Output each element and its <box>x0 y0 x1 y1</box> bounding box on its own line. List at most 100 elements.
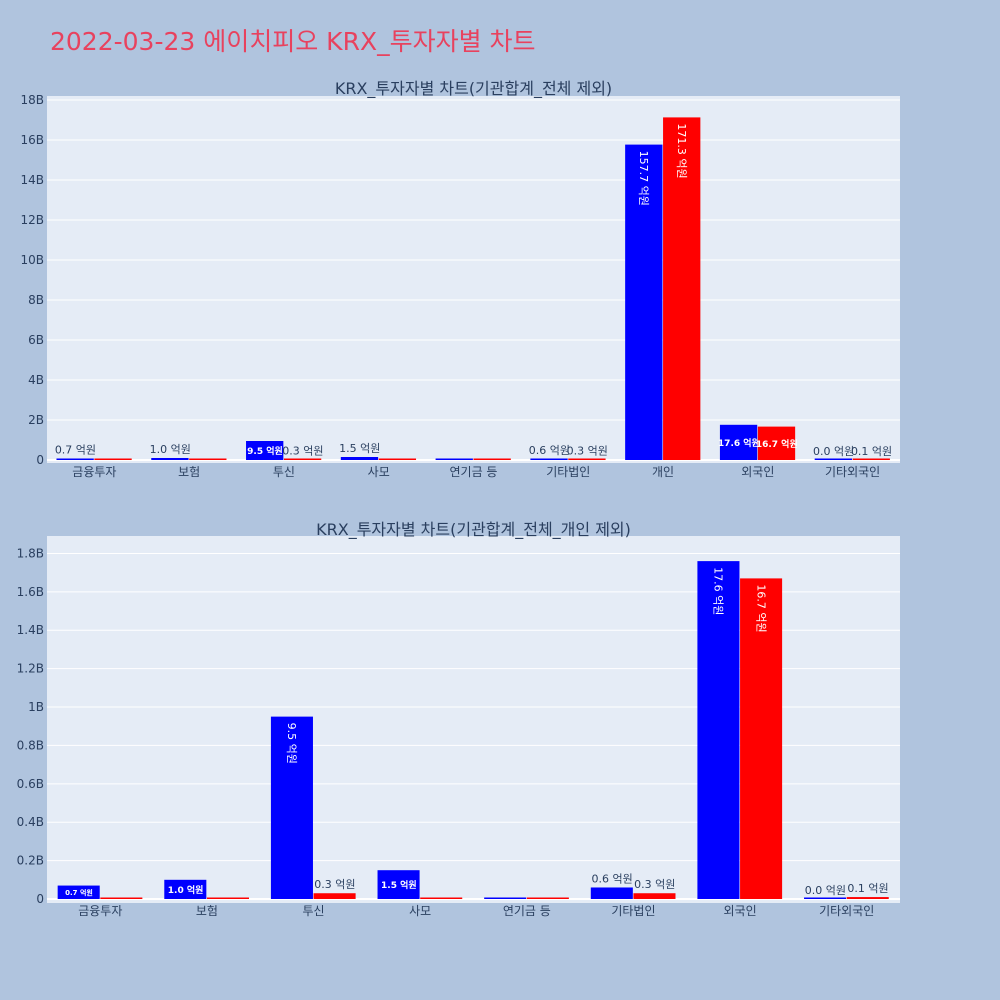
bar-sell <box>378 458 417 460</box>
bar-value-label: 16.7 억원 <box>754 584 767 632</box>
y-tick-label: 2B <box>28 413 44 427</box>
bar-value-label: 0.3 억원 <box>314 878 355 891</box>
bar-buy <box>56 458 94 460</box>
bar-value-label: 17.6 억원 <box>712 567 725 615</box>
bar-sell <box>283 458 322 460</box>
x-tick-label: 개인 <box>652 465 674 479</box>
bar-buy <box>719 424 758 460</box>
y-tick-label: 1.8B <box>17 546 44 560</box>
bar-buy <box>57 885 100 899</box>
y-tick-label: 4B <box>28 373 44 387</box>
bar-buy <box>246 441 284 460</box>
x-tick-label: 기타법인 <box>611 904 655 918</box>
bar-value-label: 9.5 억원 <box>285 723 298 764</box>
bar-buy <box>814 458 853 460</box>
x-tick-label: 기타외국인 <box>825 465 880 479</box>
x-tick-label: 연기금 등 <box>503 904 551 918</box>
bar-buy <box>530 458 568 460</box>
page-title: 2022-03-23 에이치피오 KRX_투자자별 차트 <box>50 27 536 56</box>
chart-top: 0 2B 4B 6B 8B 10B 12B 14B 16B 18B KRX_투자자별 차트(기관합계… <box>20 79 900 479</box>
bar-value-label: 171.3 억원 <box>675 123 688 178</box>
bar-value-label: 0.0 억원 <box>813 445 854 458</box>
y-tick-label: 14B <box>20 173 44 187</box>
bar-value-label: 0.0 억원 <box>805 884 846 897</box>
bar-value-label: 17.6 억원 <box>718 437 760 449</box>
y-tick-label: 0 <box>36 892 44 906</box>
y-tick-label: 1.4B <box>17 623 44 637</box>
bar-value-label: 9.5 억원 <box>247 445 283 457</box>
x-tick-label: 연기금 등 <box>450 465 498 479</box>
y-tick-label: 0.6B <box>17 777 44 791</box>
bar-sell <box>757 426 796 460</box>
bar-sell <box>313 893 356 899</box>
bar-value-label: 1.0 억원 <box>150 443 191 456</box>
bar-sell <box>663 117 701 461</box>
bar-value-label: 0.3 억원 <box>567 444 608 457</box>
bar-value-label: 1.0 억원 <box>168 884 204 896</box>
y-tick-label: 0.8B <box>17 738 44 752</box>
x-tick-label: 보험 <box>196 904 218 918</box>
bar-value-label: 0.3 억원 <box>634 878 675 891</box>
bar-value-label: 0.1 억원 <box>851 445 892 458</box>
bar-buy <box>340 457 379 460</box>
y-tick-label: 6B <box>28 333 44 347</box>
bar-sell <box>206 897 249 899</box>
bar-buy <box>590 887 633 899</box>
y-tick-label: 1.2B <box>17 662 44 676</box>
bar-buy <box>625 144 663 460</box>
y-tick-label: 18B <box>20 93 44 107</box>
bar-value-label: 1.5 억원 <box>339 442 380 455</box>
y-tick-label: 8B <box>28 293 44 307</box>
bar-value-label: 0.7 억원 <box>55 444 96 457</box>
bar-sell <box>852 458 890 460</box>
bar-buy <box>697 561 740 899</box>
x-tick-label: 투신 <box>303 904 325 918</box>
bar-buy <box>151 458 189 460</box>
bar-value-label: 0.1 억원 <box>847 882 888 895</box>
bar-value-label: 0.6 억원 <box>591 872 632 885</box>
x-tick-label: 보험 <box>178 465 200 479</box>
bar-buy <box>435 458 473 460</box>
y-tick-label: 12B <box>20 213 44 227</box>
x-tick-label: 사모 <box>368 465 390 479</box>
x-tick-label: 기타외국인 <box>819 904 874 918</box>
bar-buy <box>804 897 847 899</box>
x-tick-label: 외국인 <box>741 465 774 479</box>
y-tick-label: 16B <box>20 133 44 147</box>
bar-value-label: 0.3 억원 <box>282 444 323 457</box>
bar-buy <box>164 879 207 899</box>
bar-sell <box>420 897 463 899</box>
bar-value-label: 1.5 억원 <box>381 879 417 891</box>
y-tick-label: 1B <box>28 700 44 714</box>
bar-sell <box>846 897 889 899</box>
y-tick-label: 0.4B <box>17 815 44 829</box>
y-tick-label: 0.2B <box>17 854 44 868</box>
x-tick-label: 사모 <box>409 904 431 918</box>
chart-title: KRX_투자자별 차트(기관합계_전체_개인 제외) <box>316 520 631 540</box>
x-tick-label: 금융투자 <box>72 465 116 479</box>
bar-buy <box>484 897 527 899</box>
bar-buy <box>377 870 420 899</box>
plot-area <box>47 96 900 463</box>
x-tick-label: 외국인 <box>724 904 757 918</box>
bar-sell <box>189 458 227 460</box>
y-tick-label: 10B <box>20 253 44 267</box>
bar-value-label: 0.6 억원 <box>529 444 570 457</box>
x-tick-label: 투신 <box>273 465 295 479</box>
bar-value-label: 0.7 억원 <box>65 888 93 897</box>
bar-value-label: 157.7 억원 <box>637 151 650 206</box>
chart-title: KRX_투자자별 차트(기관합계_전체 제외) <box>335 79 612 99</box>
chart-bottom: 0 0.2B 0.4B 0.6B 0.8B 1B 1.2B 1.4B 1.6B 1.8B KRX_투… <box>17 520 900 918</box>
y-tick-label: 0 <box>36 453 44 467</box>
bar-buy <box>270 716 313 899</box>
bar-sell <box>526 897 569 899</box>
y-tick-label: 1.6B <box>17 585 44 599</box>
x-tick-label: 금융투자 <box>78 904 122 918</box>
bar-sell <box>633 893 676 899</box>
bar-sell <box>94 458 132 460</box>
x-tick-label: 기타법인 <box>546 465 590 479</box>
bar-sell <box>740 578 783 899</box>
bar-sell <box>473 458 511 460</box>
bar-value-label: 16.7 억원 <box>756 438 798 450</box>
bar-sell <box>100 897 143 899</box>
